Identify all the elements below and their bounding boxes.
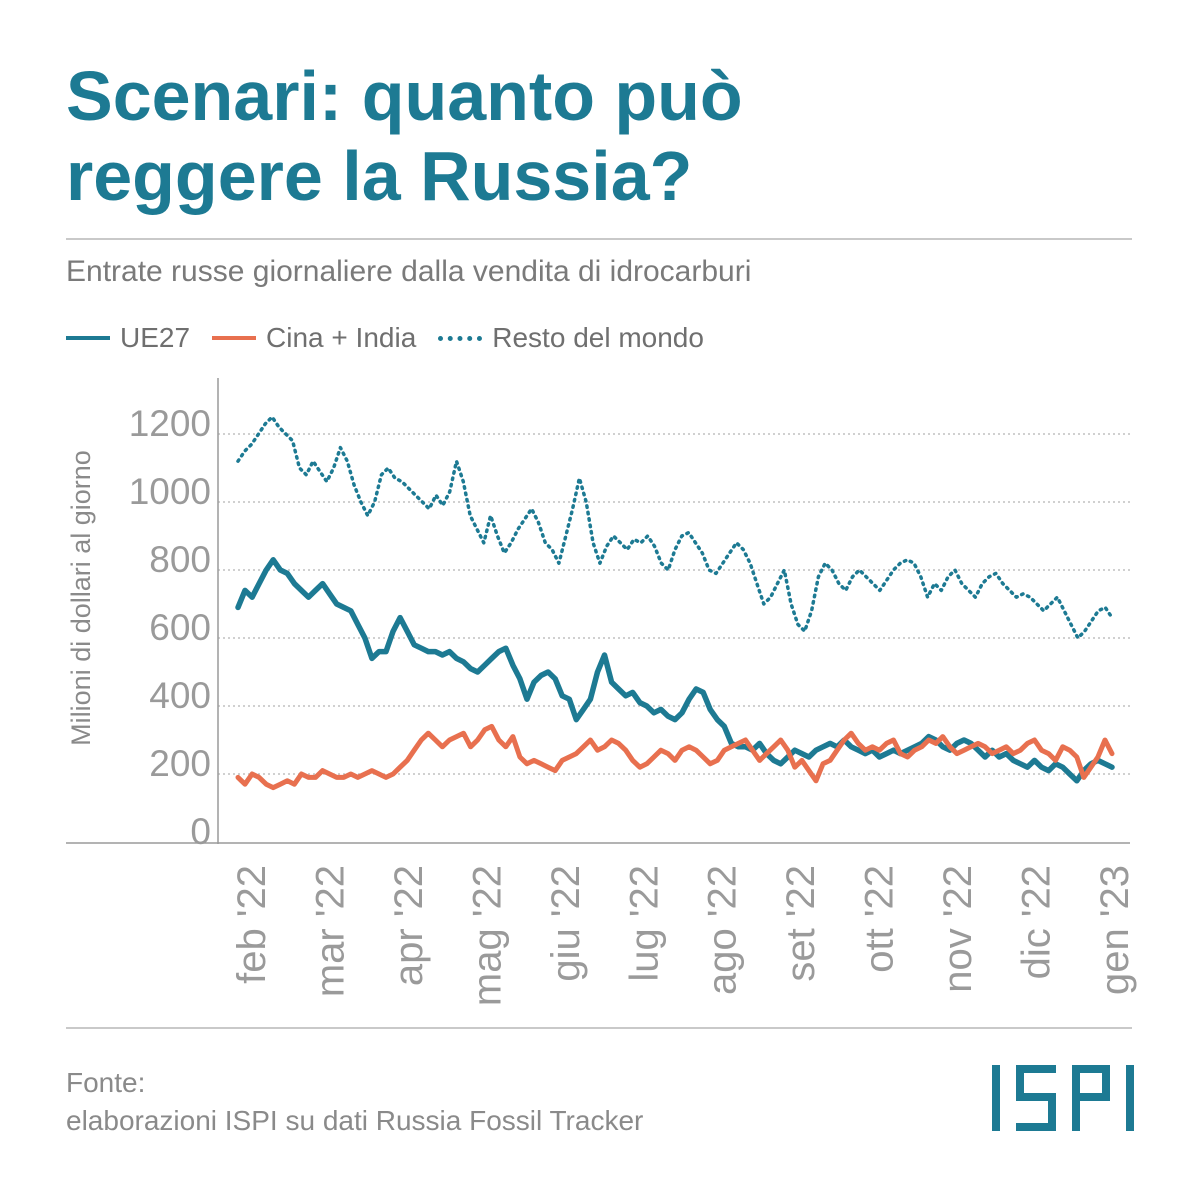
bottom-divider [66,1027,1132,1029]
y-tick-label: 1200 [129,403,211,444]
legend-swatch-ue27 [66,336,110,340]
x-tick-label: lug '22 [622,865,666,982]
x-tick-label: giu '22 [544,865,588,982]
source-note: Fonte: elaborazioni ISPI su dati Russia … [66,1064,643,1140]
x-tick-label: ago '22 [701,865,745,995]
source-label: Fonte: [66,1067,146,1098]
y-tick-label: 0 [190,811,211,852]
legend-item-ue27: UE27 [66,322,190,354]
ispi-logo [990,1063,1140,1140]
top-divider [66,238,1132,240]
page-title: Scenari: quanto può reggere la Russia? [66,56,1146,216]
legend-swatch-cina-india [212,336,257,340]
chart-legend: UE27 Cina + India Resto del mondo [66,318,704,358]
y-tick-label: 800 [149,539,211,580]
title-line-1: Scenari: quanto può [66,57,743,135]
y-tick-label: 200 [149,743,211,784]
y-tick-label: 1000 [129,471,211,512]
title-line-2: reggere la Russia? [66,137,693,215]
x-tick-label: mar '22 [308,865,352,997]
legend-item-resto-del-mondo: Resto del mondo [438,322,704,354]
legend-label-cina-india: Cina + India [266,322,417,353]
x-tick-label: dic '22 [1015,865,1059,979]
x-tick-label: gen '23 [1093,865,1137,995]
legend-swatch-resto-del-mondo [438,335,483,341]
chart-subtitle: Entrate russe giornaliere dalla vendita … [66,255,752,288]
legend-label-resto-del-mondo: Resto del mondo [492,322,704,353]
line-chart: 0 200 400 600 800 1000 1200 Milioni di dollari … [66,378,1137,1006]
legend-label-ue27: UE27 [120,322,191,353]
y-axis-title: Milioni di dollari al giorno [66,450,96,746]
x-tick-label: feb '22 [230,865,274,984]
series-line-cina-india [235,723,1115,791]
x-tick-label: nov '22 [936,865,980,993]
series-line-resto-del-mondo [236,415,1114,640]
x-tick-label: apr '22 [387,865,431,986]
y-tick-label: 400 [149,675,211,716]
source-text: elaborazioni ISPI su dati Russia Fossil … [66,1105,644,1136]
legend-item-cina-india: Cina + India [212,322,416,354]
x-tick-label: set '22 [779,865,823,982]
series-line-ue27 [235,557,1115,784]
y-tick-label: 600 [149,607,211,648]
x-tick-label: mag '22 [465,865,509,1006]
x-tick-label: ott '22 [858,865,902,973]
